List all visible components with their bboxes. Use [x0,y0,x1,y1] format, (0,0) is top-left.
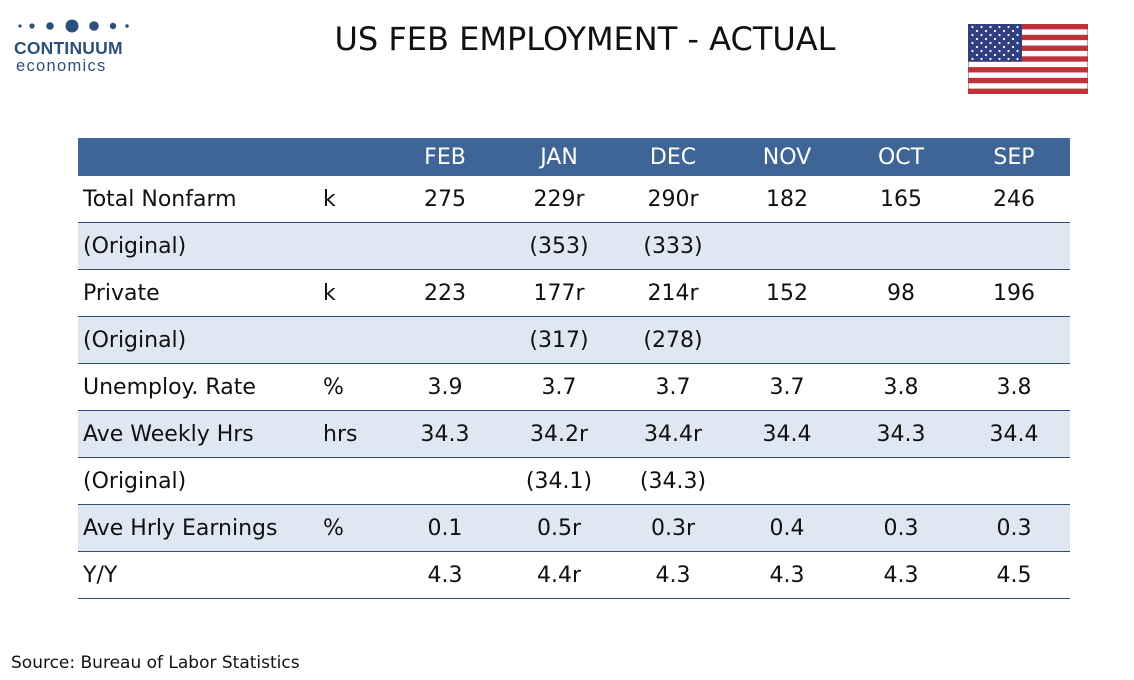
header-unit-cell [318,138,388,176]
value-cell: 246 [958,176,1070,223]
table-row: (Original) (34.1) (34.3) [78,457,1070,505]
value-cell: 34.4 [958,410,1070,458]
value-cell [844,222,958,270]
row-unit [318,316,388,364]
value-cell: 214r [616,269,730,317]
row-unit: hrs [318,410,388,458]
continuum-logo: CONTINUUM economics [14,14,132,76]
table-row: (Original) (317) (278) [78,316,1070,364]
value-cell: 4.3 [730,551,844,599]
value-cell [388,457,502,505]
row-label: (Original) [78,457,318,505]
value-cell: 0.3r [616,504,730,552]
header-month: SEP [958,138,1070,176]
value-cell: 177r [502,269,616,317]
value-cell: 34.4r [616,410,730,458]
value-cell [388,316,502,364]
table-row: Total Nonfarm k 275 229r 290r 182 165 246 [78,176,1070,223]
value-cell: 34.3 [844,410,958,458]
value-cell: 98 [844,269,958,317]
value-cell: 165 [844,176,958,223]
value-cell: 275 [388,176,502,223]
row-unit [318,457,388,505]
value-cell: 223 [388,269,502,317]
value-cell: (278) [616,316,730,364]
value-cell: (353) [502,222,616,270]
value-cell: 290r [616,176,730,223]
header-month: NOV [730,138,844,176]
page-title: US FEB EMPLOYMENT - ACTUAL [334,20,836,58]
row-label: Private [78,269,318,317]
value-cell: 4.3 [388,551,502,599]
row-unit: k [318,269,388,317]
table-row: Ave Hrly Earnings% 0.1 0.5r 0.3r 0.4 0.3 0.3 [78,504,1070,552]
row-label: (Original) [78,316,318,364]
header-month: OCT [844,138,958,176]
value-cell: 34.4 [730,410,844,458]
value-cell: (317) [502,316,616,364]
table-header-row: FEB JAN DEC NOV OCT SEP [78,138,1070,176]
value-cell: 229r [502,176,616,223]
value-cell: 196 [958,269,1070,317]
value-cell: 4.4r [502,551,616,599]
value-cell: 0.5r [502,504,616,552]
value-cell: 0.1 [388,504,502,552]
source-note: Source: Bureau of Labor Statistics [11,653,300,673]
row-label: Total Nonfarm [78,176,318,223]
value-cell: 4.3 [844,551,958,599]
value-cell [388,222,502,270]
header-label-cell [78,138,318,176]
value-cell [730,316,844,364]
header-month: FEB [388,138,502,176]
row-label: Unemploy. Rate [78,363,318,411]
value-cell: 0.3 [844,504,958,552]
row-label: Y/Y [78,551,318,599]
table-row: Y/Y 4.3 4.4r 4.3 4.3 4.3 4.5 [78,551,1070,599]
value-cell: 3.7 [730,363,844,411]
header-month: JAN [502,138,616,176]
value-cell: 3.7 [502,363,616,411]
value-cell: 3.7 [616,363,730,411]
row-label: Ave Weekly Hrs [78,410,318,458]
us-flag-icon [968,24,1088,94]
table-row: Ave Weekly Hrs hrs 34.3 34.2r 34.4r 34.4 34.3 3… [78,410,1070,458]
row-unit [318,551,388,599]
value-cell: 34.2r [502,410,616,458]
value-cell: 182 [730,176,844,223]
value-cell: 152 [730,269,844,317]
value-cell [958,222,1070,270]
value-cell: 4.3 [616,551,730,599]
value-cell: 0.3 [958,504,1070,552]
value-cell: 34.3 [388,410,502,458]
value-cell [730,457,844,505]
row-unit: k [318,176,388,223]
value-cell: (34.1) [502,457,616,505]
value-cell: 3.9 [388,363,502,411]
value-cell [844,457,958,505]
value-cell [958,316,1070,364]
row-unit: % [318,504,388,552]
table-row: Private k 223 177r 214r 152 98 196 [78,269,1070,317]
value-cell: (34.3) [616,457,730,505]
table-row: (Original) (353) (333) [78,222,1070,270]
value-cell: 3.8 [958,363,1070,411]
row-unit: % [318,363,388,411]
row-label: Ave Hrly Earnings [78,504,318,552]
header-month: DEC [616,138,730,176]
logo-brand: CONTINUUM [14,38,123,58]
value-cell [844,316,958,364]
table-row: Unemploy. Rate% 3.9 3.7 3.7 3.7 3.8 3.8 [78,363,1070,411]
row-label: (Original) [78,222,318,270]
logo-subtitle: economics [16,57,107,75]
value-cell: 4.5 [958,551,1070,599]
employment-table: FEB JAN DEC NOV OCT SEP Total Nonfarm k 27… [78,138,1070,599]
value-cell [958,457,1070,505]
logo-dots-icon [18,19,129,33]
row-unit [318,222,388,270]
value-cell: (333) [616,222,730,270]
value-cell: 0.4 [730,504,844,552]
value-cell [730,222,844,270]
value-cell: 3.8 [844,363,958,411]
